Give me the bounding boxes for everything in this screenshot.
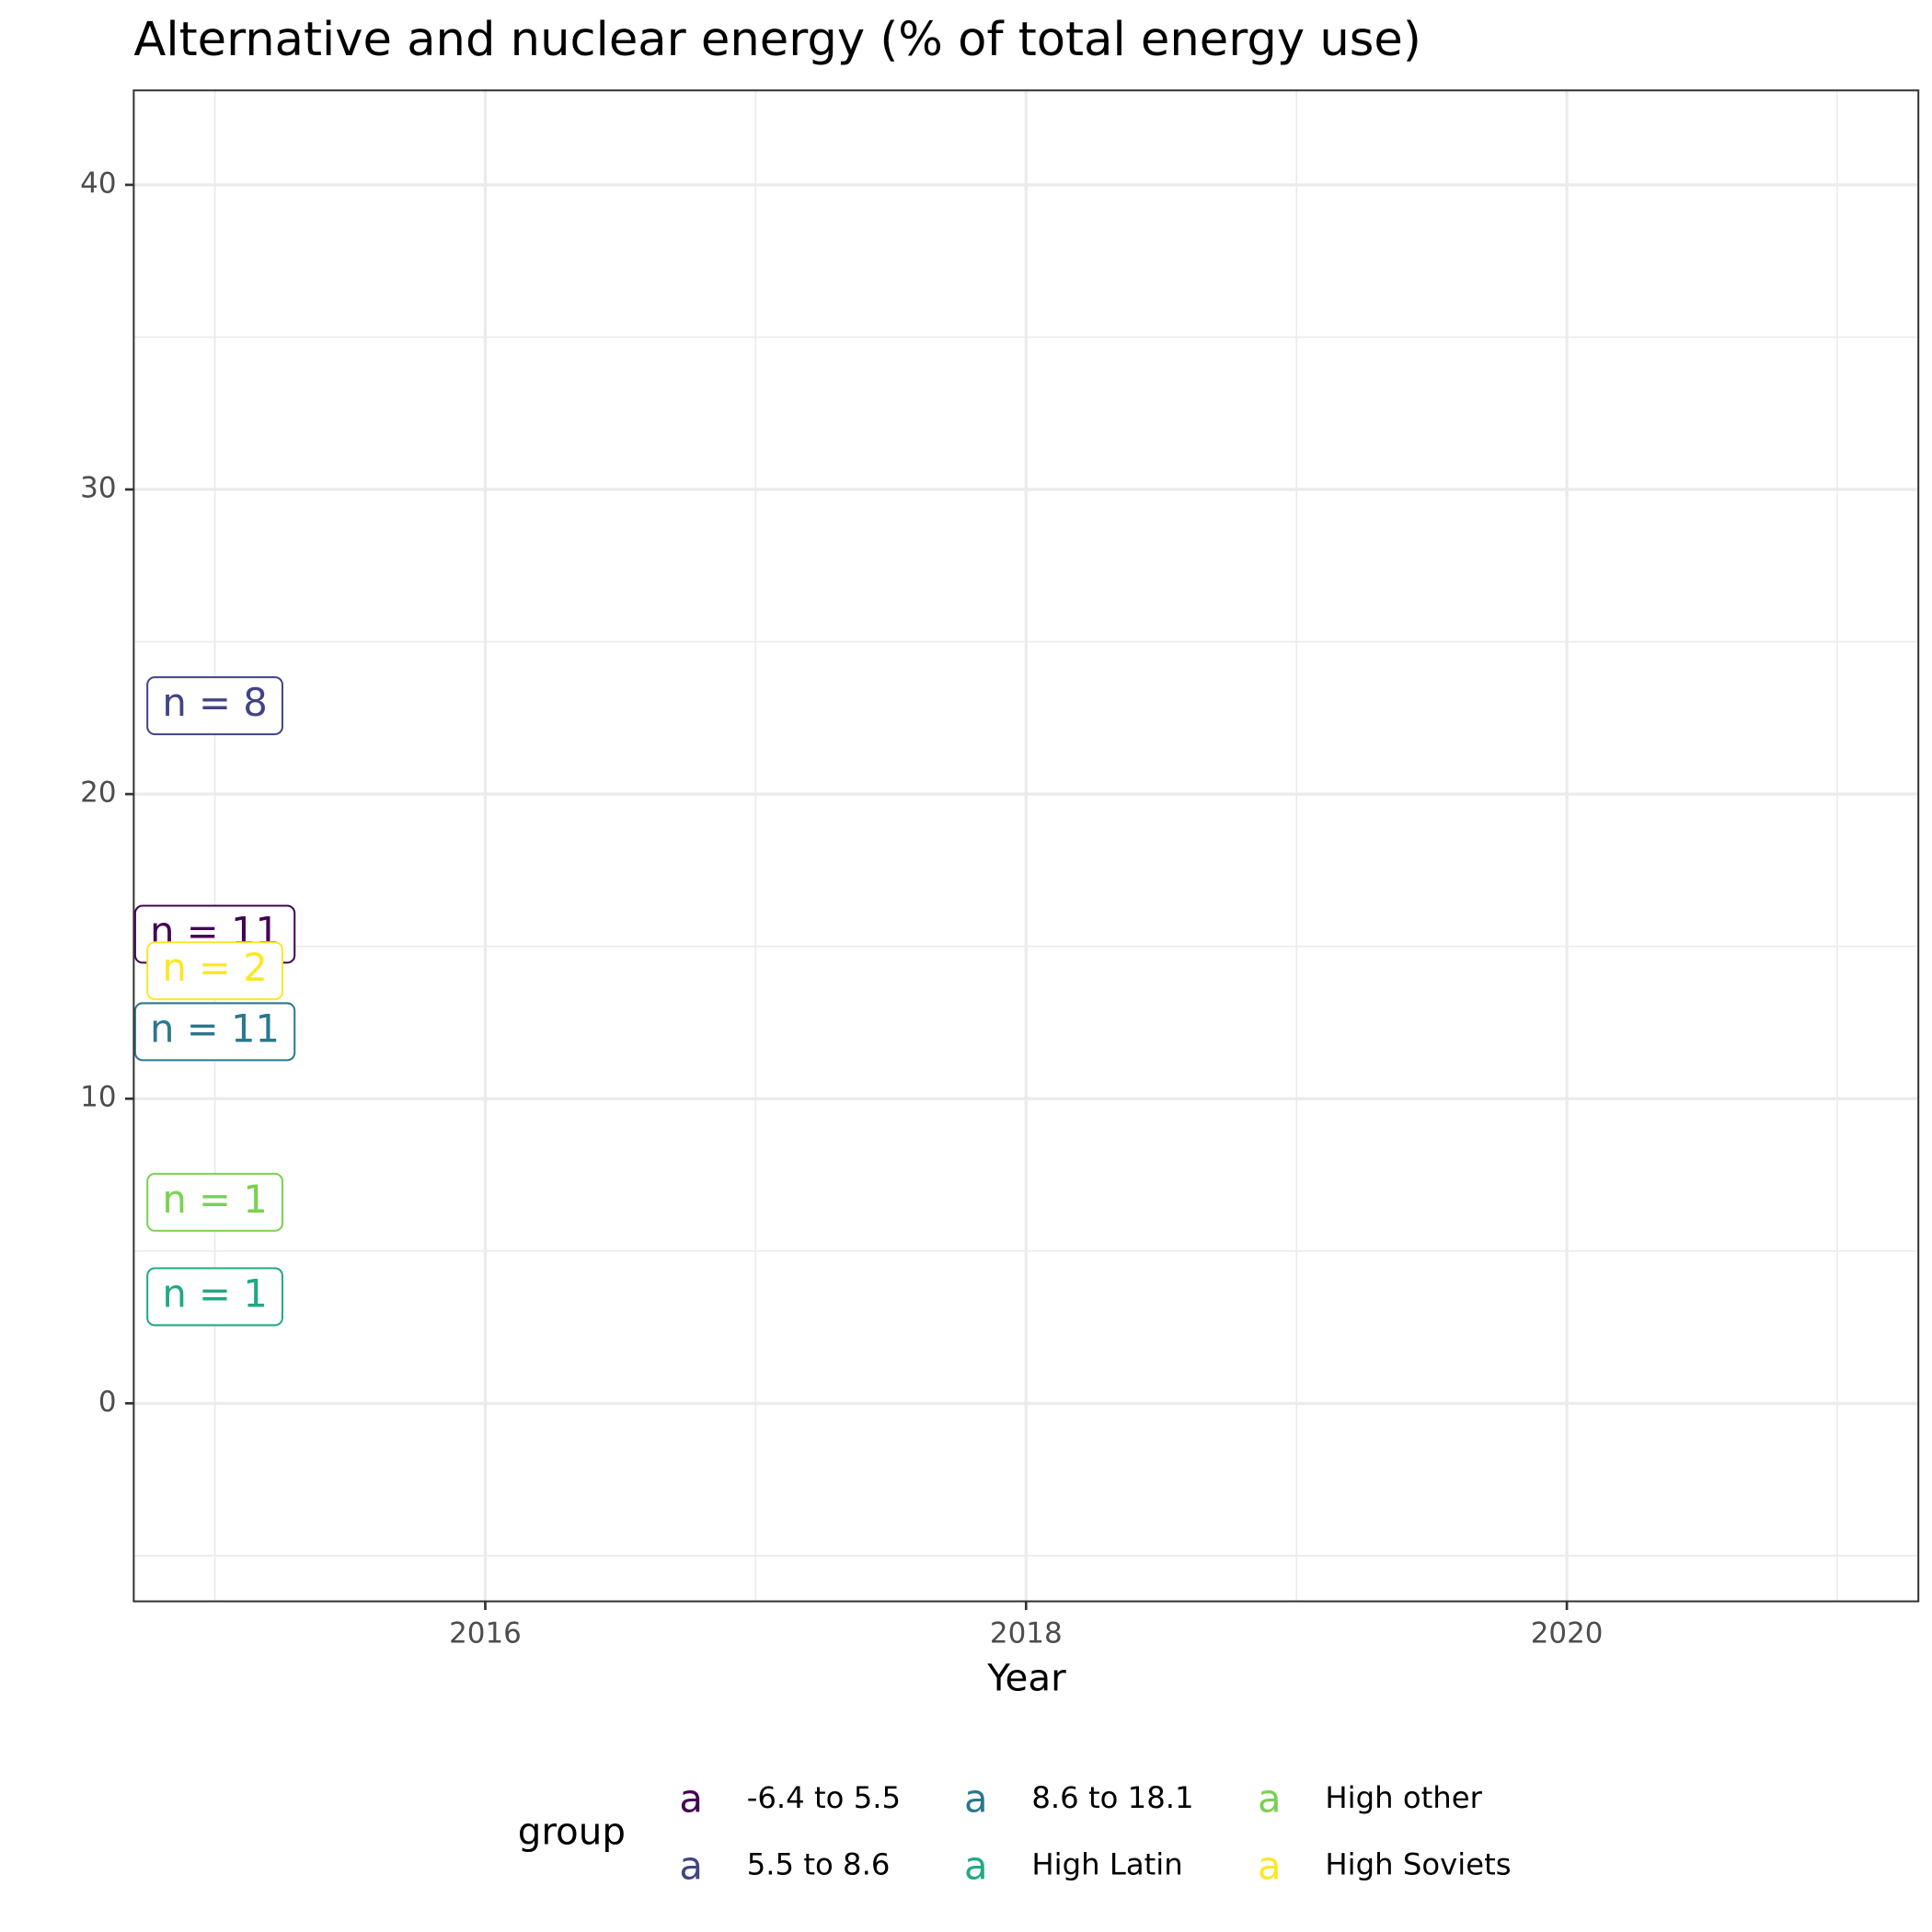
legend-key: a	[1258, 1843, 1282, 1888]
label-box	[146, 941, 283, 1001]
y-tick-label: 40	[80, 167, 116, 200]
x-axis-title: Year	[986, 1657, 1066, 1700]
legend-label: High Soviets	[1325, 1847, 1511, 1882]
chart-title: Alternative and nuclear energy (% of tot…	[133, 13, 1420, 67]
label-text: n = 1	[162, 1271, 267, 1316]
panel-border	[132, 89, 1920, 1603]
y-tick-label: 30	[80, 472, 116, 505]
data-label: n = 2	[146, 941, 283, 1001]
legend-key: a	[679, 1777, 703, 1822]
label-text: n = 8	[162, 680, 267, 725]
data-label: n = 1	[146, 1267, 283, 1327]
label-box	[146, 1172, 283, 1232]
legend-key: a	[964, 1777, 988, 1822]
legend-key: a	[1258, 1777, 1282, 1822]
label-text: n = 2	[162, 945, 267, 990]
y-tick-label: 10	[80, 1081, 116, 1114]
label-box	[133, 1002, 296, 1062]
label-box	[146, 1267, 283, 1327]
x-tick-label: 2016	[449, 1616, 522, 1650]
data-label: n = 1	[146, 1172, 283, 1232]
legend-key: a	[679, 1843, 703, 1888]
legend-title: group	[518, 1811, 626, 1854]
panel-marks: n = 11n = 8n = 11n = 1n = 1n = 2	[133, 676, 296, 1327]
legend-label: 5.5 to 8.6	[747, 1847, 891, 1882]
x-tick-label: 2018	[990, 1616, 1063, 1650]
label-box	[146, 676, 283, 736]
x-tick-label: 2020	[1531, 1616, 1604, 1650]
legend-label: High Latin	[1031, 1847, 1182, 1882]
label-text: n = 11	[150, 1006, 280, 1051]
grid	[133, 90, 1919, 1602]
legend-label: High other	[1325, 1780, 1482, 1815]
y-tick-label: 0	[98, 1386, 117, 1419]
legend-label: 8.6 to 18.1	[1031, 1780, 1193, 1815]
data-label: n = 11	[133, 1002, 296, 1062]
label-text: n = 1	[162, 1177, 267, 1222]
legend-label: -6.4 to 5.5	[747, 1780, 901, 1815]
legend-key: a	[964, 1843, 988, 1888]
data-label: n = 8	[146, 676, 283, 736]
y-tick-label: 20	[80, 776, 116, 810]
